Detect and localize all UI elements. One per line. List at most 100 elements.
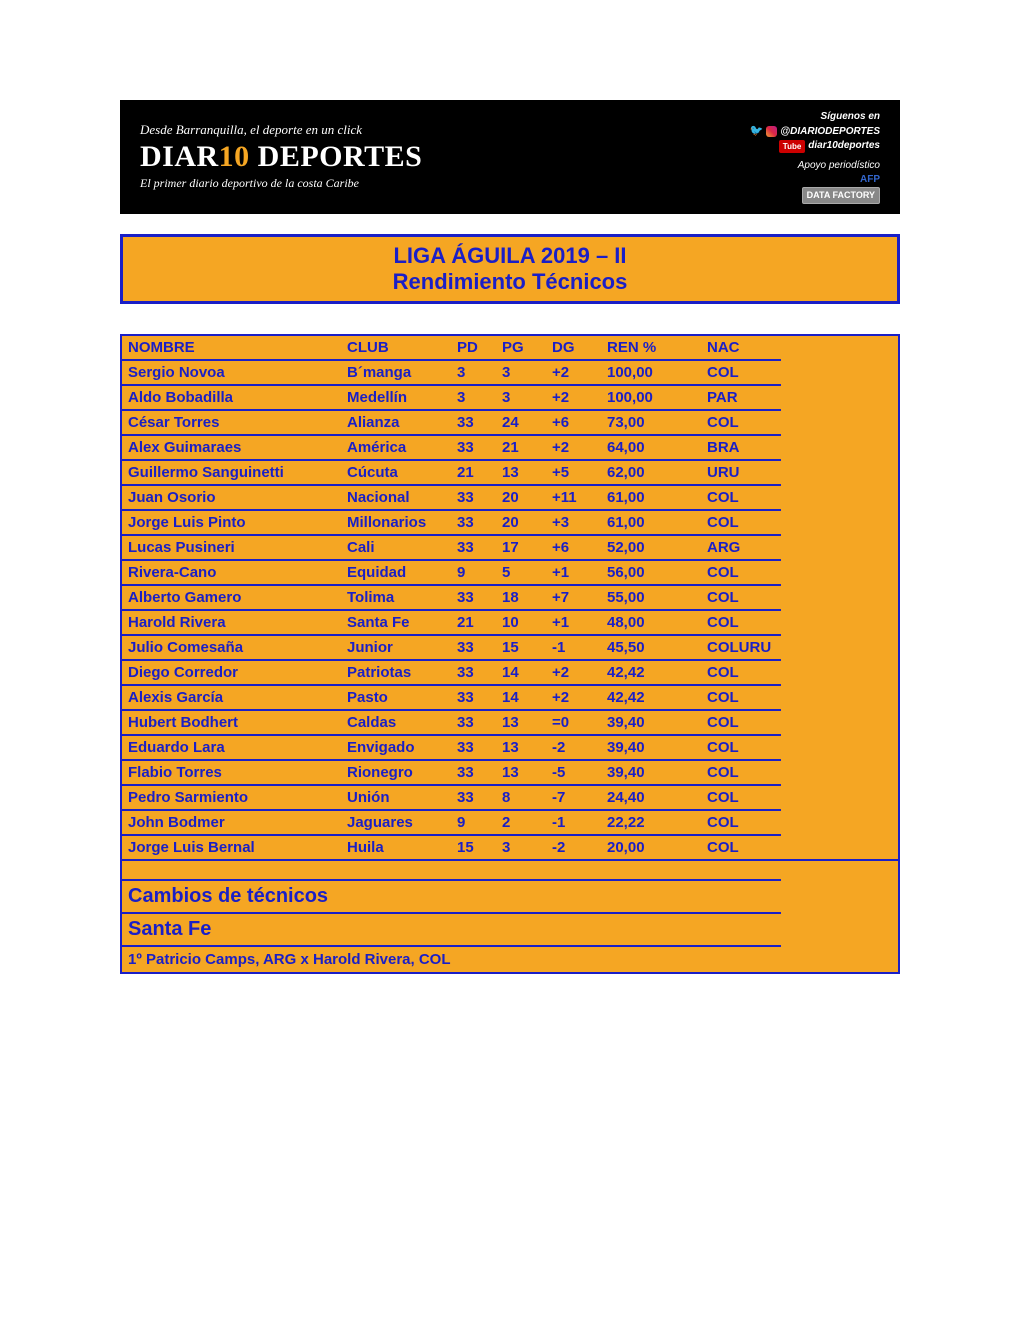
table-cell: 18 — [496, 585, 546, 610]
table-cell: COL — [701, 685, 781, 710]
table-cell: Tolima — [341, 585, 451, 610]
table-cell: Junior — [341, 635, 451, 660]
table-row: Juan OsorioNacional3320+1161,00COL — [121, 485, 899, 510]
team-name: Santa Fe — [121, 913, 781, 946]
banner-tagline-top: Desde Barranquilla, el deporte en un cli… — [140, 122, 422, 138]
table-cell: 22,22 — [601, 810, 701, 835]
table-cell: +5 — [546, 460, 601, 485]
table-cell: +3 — [546, 510, 601, 535]
table-row: Pedro SarmientoUnión338-724,40COL — [121, 785, 899, 810]
table-cell: 13 — [496, 735, 546, 760]
title-line2: Rendimiento Técnicos — [123, 269, 897, 295]
social-line-2: Tube diar10deportes — [750, 139, 880, 153]
table-cell: Envigado — [341, 735, 451, 760]
table-cell: 3 — [496, 360, 546, 385]
table-cell: 33 — [451, 685, 496, 710]
table-cell: 13 — [496, 710, 546, 735]
table-cell: 52,00 — [601, 535, 701, 560]
instagram-icon — [766, 126, 777, 137]
table-cell: +11 — [546, 485, 601, 510]
table-cell: 45,50 — [601, 635, 701, 660]
table-cell: +6 — [546, 410, 601, 435]
table-cell: 56,00 — [601, 560, 701, 585]
col-pd: PD — [451, 335, 496, 360]
table-cell: -5 — [546, 760, 601, 785]
table-cell: 5 — [496, 560, 546, 585]
table-cell: Caldas — [341, 710, 451, 735]
table-cell: 10 — [496, 610, 546, 635]
table-cell: 64,00 — [601, 435, 701, 460]
banner-logo: DIAR10 DEPORTES — [140, 140, 422, 174]
table-cell: 24,40 — [601, 785, 701, 810]
table-row: Diego CorredorPatriotas3314+242,42COL — [121, 660, 899, 685]
title-box: LIGA ÁGUILA 2019 – II Rendimiento Técnic… — [120, 234, 900, 304]
table-cell: Diego Corredor — [121, 660, 341, 685]
table-cell: +1 — [546, 610, 601, 635]
table-cell: 17 — [496, 535, 546, 560]
table-cell: COL — [701, 785, 781, 810]
table-cell: 62,00 — [601, 460, 701, 485]
table-cell: 39,40 — [601, 710, 701, 735]
table-cell: Lucas Pusineri — [121, 535, 341, 560]
table-cell: 33 — [451, 635, 496, 660]
table-row: Aldo BobadillaMedellín33+2100,00PAR — [121, 385, 899, 410]
table-cell: Alianza — [341, 410, 451, 435]
table-cell: +6 — [546, 535, 601, 560]
table-cell: 3 — [496, 835, 546, 860]
table-row: Alex GuimaraesAmérica3321+264,00BRA — [121, 435, 899, 460]
table-cell: 20 — [496, 485, 546, 510]
table-cell: Sergio Novoa — [121, 360, 341, 385]
table-cell: +7 — [546, 585, 601, 610]
social-handle: @DIARIODEPORTES — [780, 125, 880, 139]
cambios-title: Cambios de técnicos — [121, 880, 781, 913]
table-cell: COL — [701, 510, 781, 535]
table-cell: 33 — [451, 710, 496, 735]
sponsor-line: AFP — [750, 173, 880, 187]
apoyo-label: Apoyo periodístico — [750, 159, 880, 173]
table-cell: 13 — [496, 460, 546, 485]
table-cell: +1 — [546, 560, 601, 585]
table-row: Hubert BodhertCaldas3313=039,40COL — [121, 710, 899, 735]
table-cell: Cali — [341, 535, 451, 560]
table-cell: 15 — [496, 635, 546, 660]
table-cell: COL — [701, 710, 781, 735]
table-cell: 39,40 — [601, 735, 701, 760]
table-cell: 55,00 — [601, 585, 701, 610]
table-cell: 33 — [451, 785, 496, 810]
table-cell: 33 — [451, 735, 496, 760]
table-cell: 33 — [451, 660, 496, 685]
table-cell: Jorge Luis Pinto — [121, 510, 341, 535]
afp-logo: AFP — [860, 174, 880, 185]
table-cell: 33 — [451, 485, 496, 510]
youtube-icon: Tube — [779, 140, 806, 153]
table-cell: 2 — [496, 810, 546, 835]
col-nombre: NOMBRE — [121, 335, 341, 360]
table-row: Julio ComesañaJunior3315-145,50COLURU — [121, 635, 899, 660]
youtube-handle: diar10deportes — [808, 139, 880, 153]
banner-right: Síguenos en 🐦 @DIARIODEPORTES Tube diar1… — [750, 110, 880, 204]
table-cell: COL — [701, 360, 781, 385]
table-cell: 33 — [451, 535, 496, 560]
table-cell: 3 — [451, 360, 496, 385]
table-cell: Nacional — [341, 485, 451, 510]
table-cell: COL — [701, 660, 781, 685]
table-cell: ARG — [701, 535, 781, 560]
logo-number: 10 — [219, 140, 250, 173]
table-cell: Cúcuta — [341, 460, 451, 485]
table-cell: Jaguares — [341, 810, 451, 835]
table-cell: COL — [701, 810, 781, 835]
datafactory-logo: DATA FACTORY — [802, 187, 880, 204]
table-cell: 15 — [451, 835, 496, 860]
table-cell: Julio Comesaña — [121, 635, 341, 660]
table-cell: Rionegro — [341, 760, 451, 785]
table-cell: Patriotas — [341, 660, 451, 685]
table-cell: Medellín — [341, 385, 451, 410]
table-cell: +2 — [546, 435, 601, 460]
table-cell: Jorge Luis Bernal — [121, 835, 341, 860]
table-cell: 61,00 — [601, 510, 701, 535]
table-cell: Rivera-Cano — [121, 560, 341, 585]
table-cell: Huila — [341, 835, 451, 860]
col-ren: REN % — [601, 335, 701, 360]
table-cell: +2 — [546, 360, 601, 385]
table-cell: 20 — [496, 510, 546, 535]
